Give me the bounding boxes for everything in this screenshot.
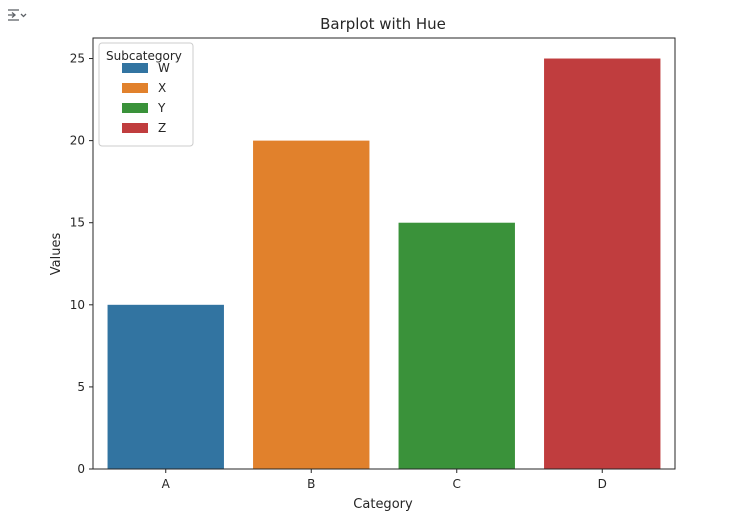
bar-b-x <box>253 140 370 469</box>
legend-swatch-z <box>122 123 148 133</box>
y-tick-label: 5 <box>77 380 85 394</box>
y-axis-label: Values <box>49 233 64 276</box>
bar-c-y <box>398 222 515 469</box>
collapse-output-icon[interactable] <box>6 6 28 24</box>
bars-layer <box>107 58 661 470</box>
axes-layer <box>92 37 676 470</box>
x-tick-label: C <box>453 477 461 491</box>
x-axis-label: Category <box>353 497 413 512</box>
x-tick-label: A <box>162 477 171 491</box>
legend-title: Subcategory <box>106 49 182 63</box>
plot-frame <box>92 37 676 470</box>
y-tick-label: 20 <box>70 134 85 148</box>
y-tick-label: 0 <box>77 462 85 476</box>
chart-title: Barplot with Hue <box>320 15 446 33</box>
legend-label-z: Z <box>158 121 166 135</box>
legend-label-y: Y <box>157 101 166 115</box>
ticks-layer: A B C D 0 5 10 15 20 25 <box>70 52 607 491</box>
legend-swatch-y <box>122 103 148 113</box>
y-tick-label: 15 <box>70 216 85 230</box>
legend-label-w: W <box>158 61 170 75</box>
y-tick-label: 25 <box>70 52 85 66</box>
y-tick-label: 10 <box>70 298 85 312</box>
bar-d-z <box>544 58 661 470</box>
x-tick-label: D <box>598 477 607 491</box>
legend-label-x: X <box>158 81 166 95</box>
legend-swatch-w <box>122 63 148 73</box>
x-tick-label: B <box>307 477 315 491</box>
bar-a-w <box>107 304 224 469</box>
legend-swatch-x <box>122 83 148 93</box>
